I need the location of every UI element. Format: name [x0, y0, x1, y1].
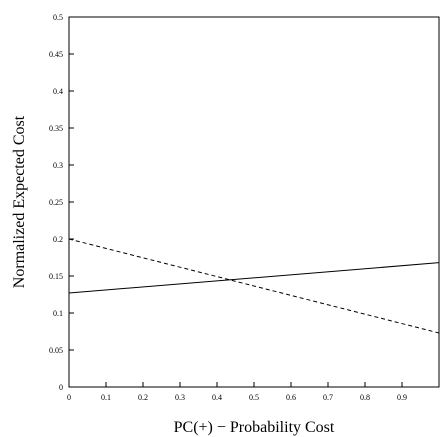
y-tick-label: 0.45: [49, 50, 63, 59]
solid-cost-line: [68, 262, 440, 294]
y-tick-label: 0.5: [53, 13, 63, 22]
y-tick-label: 0: [59, 383, 63, 392]
x-tick-label: 0.2: [138, 393, 148, 402]
x-tick-label: 0.4: [212, 393, 222, 402]
plot-frame: [68, 16, 440, 388]
y-tick-label: 0.25: [49, 198, 63, 207]
y-tick-label: 0.4: [53, 87, 63, 96]
x-tick-label: 0: [67, 393, 71, 402]
x-tick-label: 0.6: [286, 393, 296, 402]
x-tick-label: 0.8: [360, 393, 370, 402]
x-axis-title: PC(+) − Probability Cost: [174, 419, 335, 436]
y-axis-ticks: 0 0.05 0.1 0.15 0.2 0.25 0.3 0.35 0.4 0.45 0.5: [49, 13, 74, 392]
x-tick-label: 0.5: [249, 393, 259, 402]
y-tick-label: 0.35: [49, 124, 63, 133]
y-axis-title: Normalized Expected Cost: [11, 115, 28, 288]
y-tick-label: 0.2: [53, 235, 63, 244]
y-tick-label: 0.05: [49, 346, 63, 355]
y-tick-label: 0.3: [53, 161, 63, 170]
x-tick-label: 0.7: [323, 393, 333, 402]
y-tick-label: 0.15: [49, 272, 63, 281]
x-tick-label: 0.1: [101, 393, 111, 402]
x-tick-label: 0.3: [175, 393, 185, 402]
dashed-cost-line: [68, 238, 440, 334]
x-tick-label: 0.9: [397, 393, 407, 402]
x-axis-ticks: 0 0.1 0.2 0.3 0.4 0.5 0.6 0.7 0.8 0.9: [67, 382, 407, 402]
y-tick-label: 0.1: [53, 309, 63, 318]
series-layer: [68, 238, 440, 334]
